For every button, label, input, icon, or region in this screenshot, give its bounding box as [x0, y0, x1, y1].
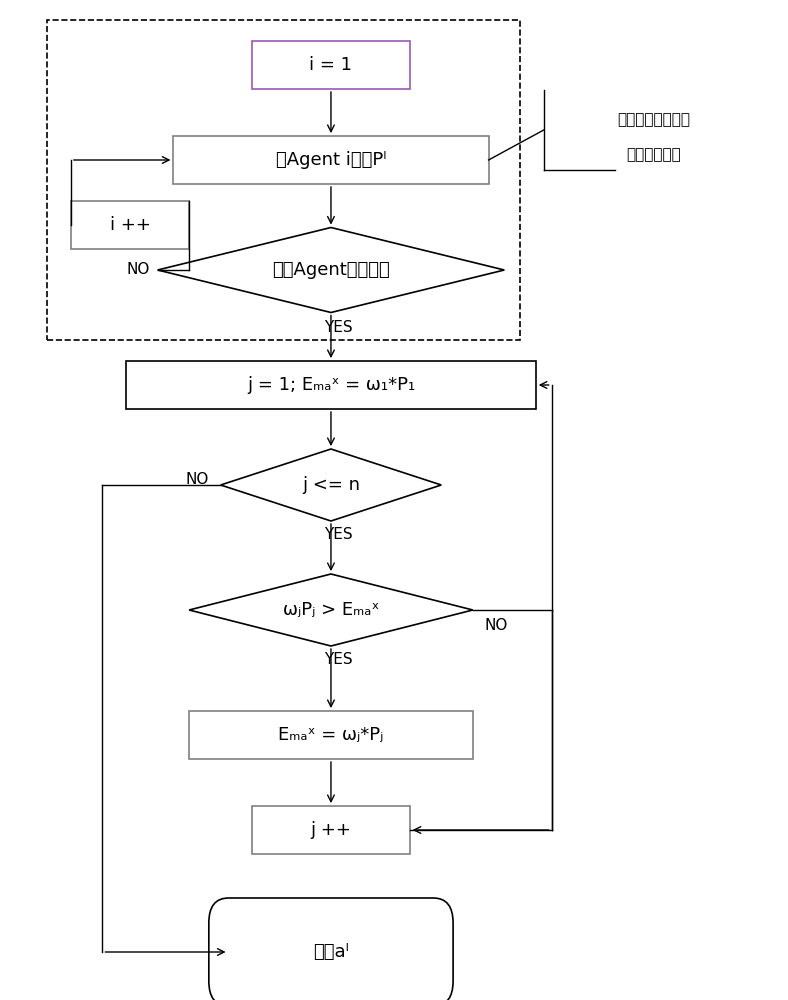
FancyBboxPatch shape — [126, 361, 536, 409]
Text: YES: YES — [325, 652, 353, 667]
Polygon shape — [221, 449, 441, 521]
Polygon shape — [189, 574, 473, 646]
Text: j ++: j ++ — [310, 821, 351, 839]
Text: i ++: i ++ — [110, 216, 151, 234]
Text: i = 1: i = 1 — [310, 56, 352, 74]
Text: 所有Agent计算完毕: 所有Agent计算完毕 — [272, 261, 390, 279]
Text: j <= n: j <= n — [302, 476, 360, 494]
Polygon shape — [158, 228, 504, 312]
Text: 该部分步骤可采用: 该部分步骤可采用 — [618, 112, 690, 127]
FancyBboxPatch shape — [252, 806, 410, 854]
Text: 对Agent i计算Pᴵ: 对Agent i计算Pᴵ — [276, 151, 386, 169]
Text: 输出aᴵ: 输出aᴵ — [313, 943, 349, 961]
Bar — [47, 20, 520, 340]
Text: NO: NO — [185, 473, 209, 488]
FancyBboxPatch shape — [209, 898, 453, 1000]
Text: NO: NO — [485, 617, 508, 633]
FancyBboxPatch shape — [71, 201, 189, 249]
FancyBboxPatch shape — [252, 41, 410, 89]
FancyBboxPatch shape — [189, 711, 473, 759]
FancyBboxPatch shape — [173, 136, 489, 184]
Text: YES: YES — [325, 527, 353, 542]
Text: j = 1; Eₘₐˣ = ω₁*P₁: j = 1; Eₘₐˣ = ω₁*P₁ — [247, 376, 415, 394]
Text: YES: YES — [325, 320, 353, 336]
Text: 并发控制实现: 并发控制实现 — [626, 147, 682, 162]
Text: Eₘₐˣ = ωⱼ*Pⱼ: Eₘₐˣ = ωⱼ*Pⱼ — [278, 726, 384, 744]
Text: ωⱼPⱼ > Eₘₐˣ: ωⱼPⱼ > Eₘₐˣ — [283, 601, 379, 619]
Text: NO: NO — [126, 262, 150, 277]
